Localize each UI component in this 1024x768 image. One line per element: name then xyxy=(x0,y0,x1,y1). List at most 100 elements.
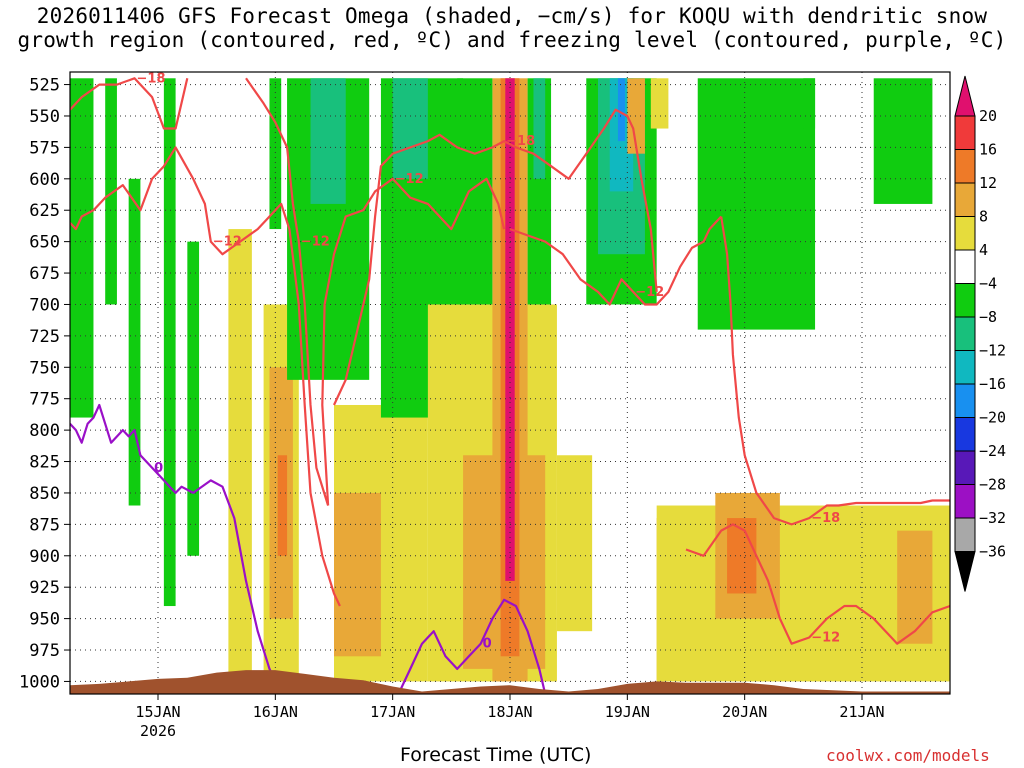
dgz-contour-0 xyxy=(70,146,341,607)
colorbar-bin-5 xyxy=(954,283,976,318)
colorbar-label-8: −16 xyxy=(979,375,1006,393)
omega-region-5 xyxy=(228,229,252,682)
x-tick-label-0: 15JAN xyxy=(135,703,180,721)
y-tick-label-8: 725 xyxy=(29,327,60,347)
omega-region-29 xyxy=(627,78,645,154)
dgz-contour-2 xyxy=(245,77,330,506)
dgz-contour-6 xyxy=(720,216,950,526)
colorbar-bin-7 xyxy=(954,350,976,385)
omega-region-35 xyxy=(897,530,933,644)
chart-title-line-1: 2026011406 GFS Forecast Omega (shaded, −… xyxy=(36,4,988,28)
omega-region-1 xyxy=(105,78,117,305)
colorbar-label-12: −32 xyxy=(979,509,1006,527)
colorbar-bin-6 xyxy=(954,316,976,351)
y-tick-label-14: 875 xyxy=(29,515,60,535)
credit-link[interactable]: coolwx.com/models xyxy=(826,746,990,765)
dgz-contour-layer: −12 −18 −12 −12 −18 −12 −18 −12 xyxy=(70,71,950,645)
colorbar-bin-10 xyxy=(954,450,976,485)
dgz-contour-label-3: −12 xyxy=(395,172,424,187)
colorbar-label-9: −20 xyxy=(979,409,1006,427)
dgz-contour-label-5: −12 xyxy=(635,285,664,300)
colorbar-label-0: 20 xyxy=(979,107,997,125)
colorbar-bin-12 xyxy=(954,517,976,552)
omega-region-15 xyxy=(392,78,428,179)
colorbar-bin-9 xyxy=(954,417,976,452)
x-tick-label-2: 17JAN xyxy=(370,703,415,721)
terrain-fill xyxy=(70,670,950,694)
x-tick-label-3: 18JAN xyxy=(487,703,532,721)
dgz-contour-label-7: −12 xyxy=(811,630,840,645)
freezing-contour-label-0: 0 xyxy=(154,461,163,476)
colorbar-bin-0 xyxy=(954,115,976,150)
colorbar-bin-3 xyxy=(954,216,976,251)
y-tick-label-1: 550 xyxy=(29,107,60,127)
omega-region-36 xyxy=(697,78,816,330)
colorbar-bin-11 xyxy=(954,484,976,519)
omega-region-30 xyxy=(650,78,669,129)
grid-layer xyxy=(70,72,950,694)
x-tick-label-1: 16JAN xyxy=(253,703,298,721)
terrain-layer xyxy=(70,670,950,694)
colorbar-label-6: −8 xyxy=(979,308,997,326)
omega-region-13 xyxy=(334,492,381,657)
y-tick-label-18: 975 xyxy=(29,641,60,661)
y-tick-label-7: 700 xyxy=(29,295,60,315)
y-tick-label-9: 750 xyxy=(29,358,60,378)
omega-region-2 xyxy=(128,178,141,506)
colorbar-label-5: −4 xyxy=(979,275,997,293)
colorbar-label-3: 8 xyxy=(979,208,988,226)
colorbar-label-11: −28 xyxy=(979,476,1006,494)
omega-region-0 xyxy=(70,78,94,418)
chart-title-line-2: growth region (contoured, red, ºC) and f… xyxy=(17,28,1007,52)
omega-region-11 xyxy=(310,78,346,204)
colorbar-label-7: −12 xyxy=(979,342,1006,360)
y-tick-label-19: 1000 xyxy=(19,672,60,692)
omega-region-9 xyxy=(269,78,282,230)
omega-region-21 xyxy=(457,78,493,305)
freezing-contour-0 xyxy=(70,403,283,694)
omega-region-38 xyxy=(803,78,816,129)
omega-region-4 xyxy=(187,241,200,556)
y-tick-label-4: 625 xyxy=(29,201,60,221)
colorbar-bin-1 xyxy=(954,149,976,184)
colorbar-label-4: 4 xyxy=(979,241,988,259)
omega-region-23 xyxy=(533,78,546,179)
dgz-contour-label-4: −18 xyxy=(506,134,535,149)
x-tick-label-5: 20JAN xyxy=(722,703,767,721)
y-tick-label-3: 600 xyxy=(29,170,60,190)
y-tick-label-5: 650 xyxy=(29,233,60,253)
y-tick-label-17: 950 xyxy=(29,610,60,630)
x-tick-sublabel-0: 2026 xyxy=(140,722,176,740)
dgz-contour-label-0: −12 xyxy=(213,235,242,250)
y-tick-label-2: 575 xyxy=(29,138,60,158)
x-tick-label-6: 21JAN xyxy=(839,703,884,721)
y-tick-label-0: 525 xyxy=(29,76,60,96)
dgz-contour-label-2: −12 xyxy=(301,235,330,250)
colorbar: 20 16 12 8 4 −4 −8 −12 −16 −20 −24 −28 −32 −36 xyxy=(954,75,1006,592)
chart-title: 2026011406 GFS Forecast Omega (shaded, −… xyxy=(0,4,1024,52)
dgz-contour-3 xyxy=(321,177,506,506)
freezing-contour-1 xyxy=(397,598,547,694)
x-tick-label-4: 19JAN xyxy=(605,703,650,721)
y-axis: 525 550 575 600 625 650 675 700 725 750 775 800 825 8… xyxy=(19,76,70,692)
dgz-contour-label-6: −18 xyxy=(811,511,840,526)
freezing-contour-label-1: 0 xyxy=(483,637,492,652)
omega-region-20 xyxy=(505,78,515,581)
colorbar-label-2: 12 xyxy=(979,174,997,192)
colorbar-label-1: 16 xyxy=(979,141,997,159)
omega-region-37 xyxy=(873,78,933,204)
colorbar-bin-8 xyxy=(954,383,976,418)
dgz-contour-7 xyxy=(685,523,950,645)
y-tick-label-12: 825 xyxy=(29,453,60,473)
dgz-contour-5 xyxy=(509,215,723,306)
y-tick-label-11: 800 xyxy=(29,421,60,441)
y-tick-label-13: 850 xyxy=(29,484,60,504)
dgz-contour-label-1: −18 xyxy=(137,71,166,86)
colorbar-top-extend xyxy=(954,75,976,117)
freezing-level-layer: 00 xyxy=(70,403,547,694)
x-axis-title: Forecast Time (UTC) xyxy=(400,744,592,766)
y-tick-label-10: 775 xyxy=(29,390,60,410)
colorbar-bin-4 xyxy=(954,249,976,284)
